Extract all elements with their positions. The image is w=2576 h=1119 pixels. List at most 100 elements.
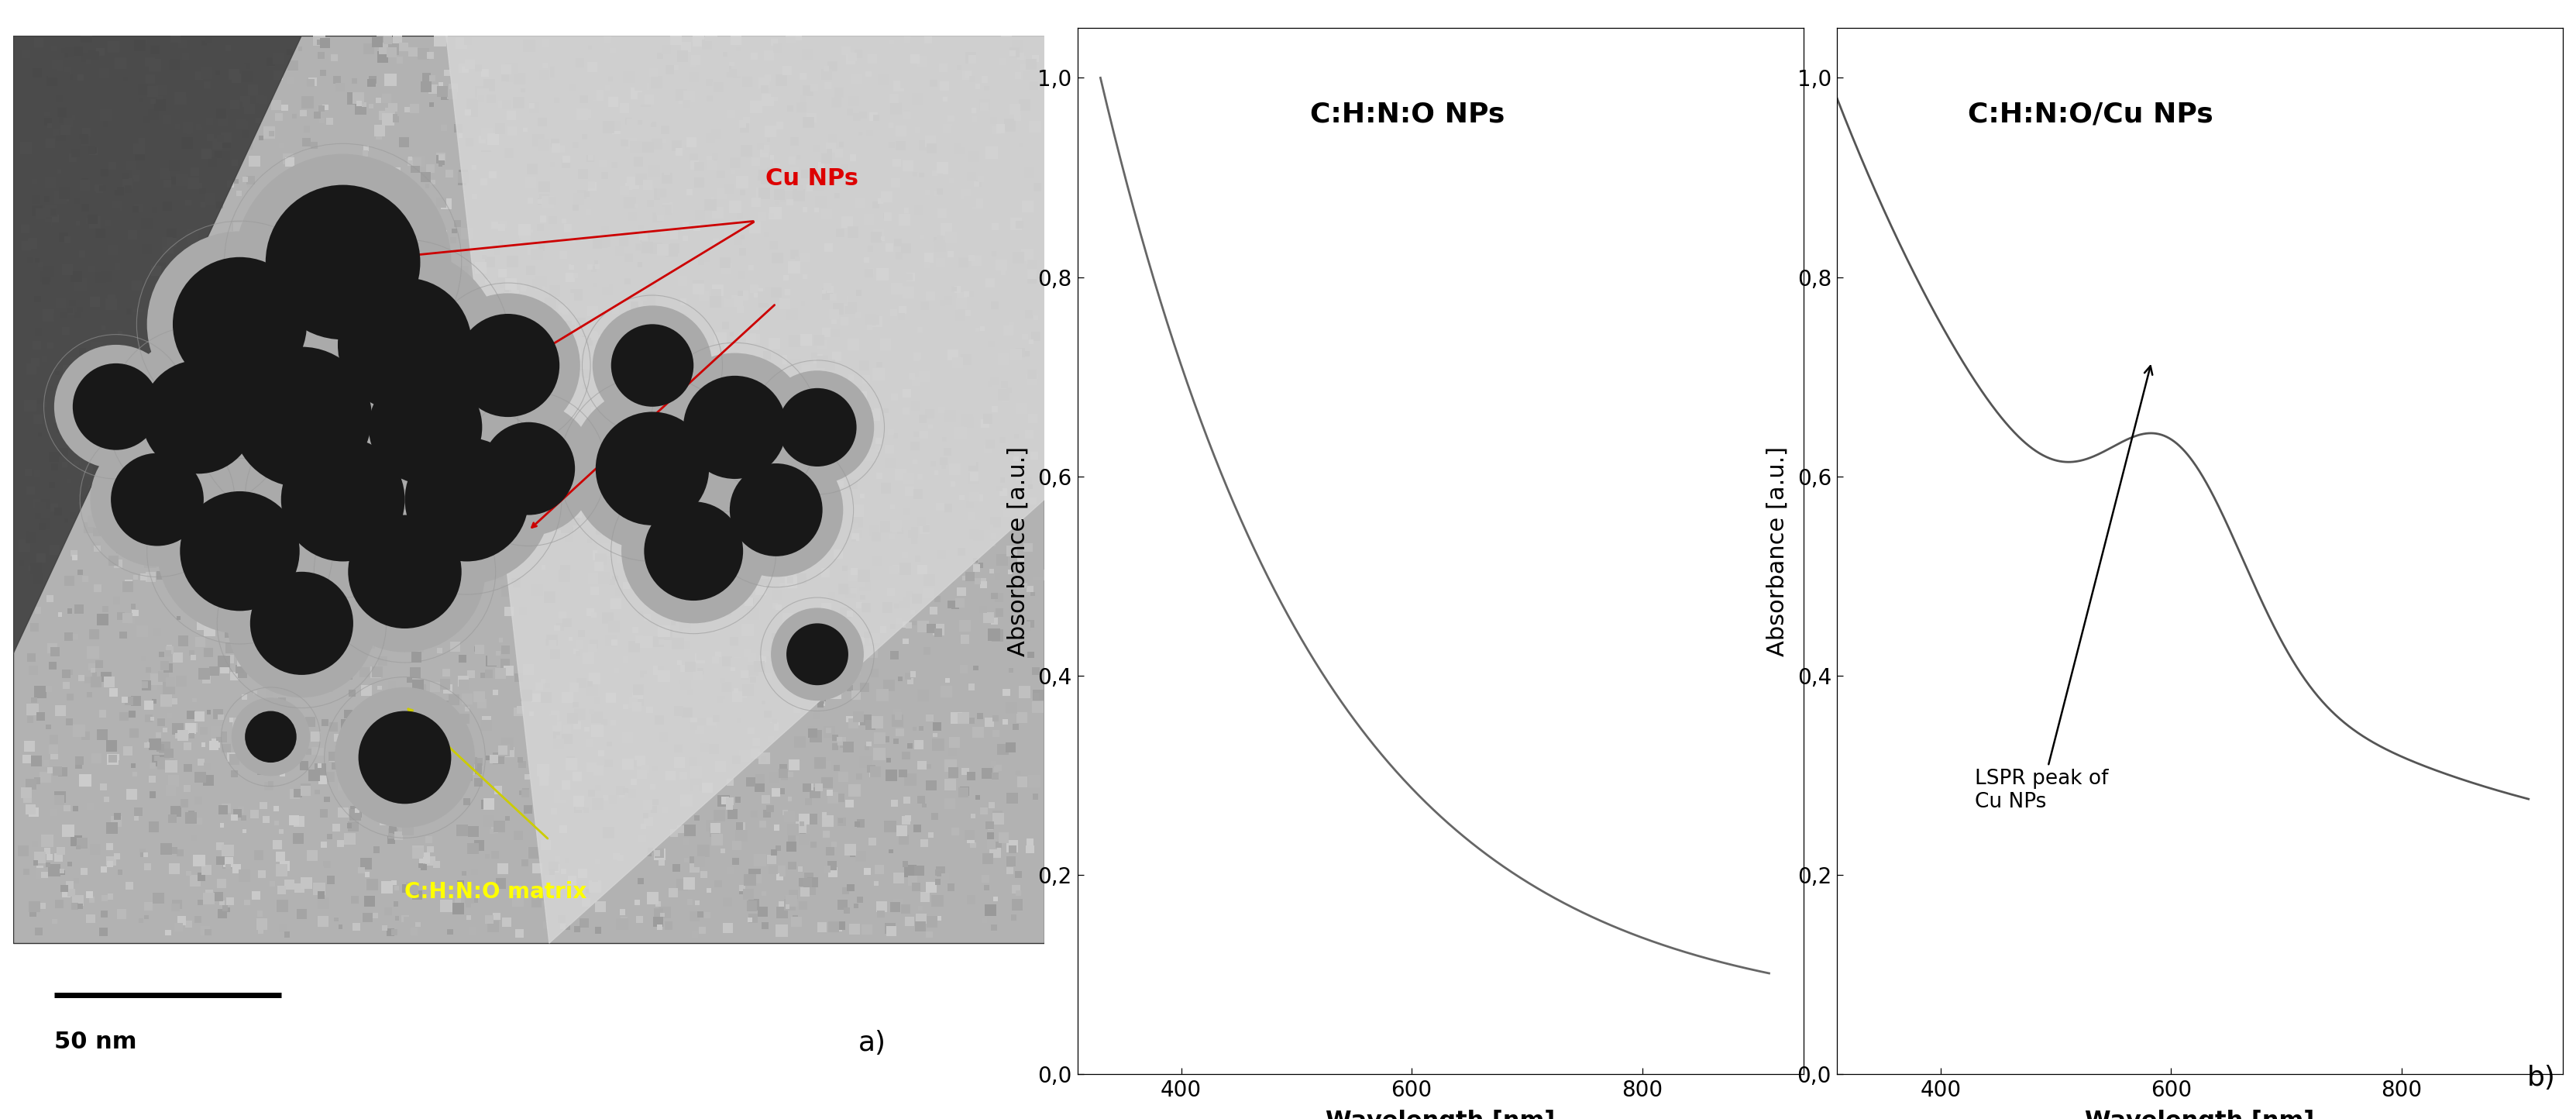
Bar (716, 761, 726, 772)
Bar (312, 312, 322, 323)
Bar (93, 486, 98, 491)
Bar (927, 424, 933, 429)
Bar (281, 736, 286, 743)
Bar (592, 283, 598, 288)
Bar (49, 386, 54, 391)
Bar (577, 106, 585, 115)
Bar (355, 103, 366, 114)
Bar (824, 617, 835, 629)
Bar (72, 895, 82, 906)
Bar (917, 761, 927, 770)
Bar (688, 73, 698, 82)
Bar (1023, 200, 1033, 213)
Bar (381, 179, 389, 186)
Bar (224, 627, 232, 634)
Bar (33, 295, 41, 302)
Bar (577, 630, 585, 637)
Bar (572, 261, 574, 265)
Bar (786, 895, 796, 906)
Bar (183, 743, 191, 750)
Bar (752, 333, 760, 344)
Bar (407, 454, 417, 464)
Bar (131, 610, 139, 617)
Bar (793, 706, 801, 713)
Bar (175, 831, 183, 840)
Bar (371, 667, 384, 678)
Bar (811, 841, 817, 847)
Bar (482, 329, 489, 338)
Bar (799, 414, 809, 424)
Bar (737, 474, 744, 481)
Bar (781, 560, 791, 570)
Bar (817, 340, 827, 349)
Bar (580, 919, 590, 928)
Bar (564, 321, 574, 332)
Bar (734, 345, 739, 350)
Bar (343, 354, 348, 359)
Bar (466, 85, 471, 91)
Bar (505, 148, 513, 158)
Bar (804, 798, 811, 806)
Bar (840, 318, 848, 326)
Bar (394, 695, 404, 706)
Bar (100, 479, 111, 488)
Bar (850, 539, 855, 545)
Bar (412, 208, 417, 213)
Bar (765, 50, 775, 60)
Bar (912, 537, 917, 544)
Bar (332, 824, 340, 831)
Bar (868, 526, 878, 536)
Bar (291, 694, 296, 699)
Bar (67, 862, 72, 866)
Bar (956, 326, 961, 331)
Bar (701, 871, 708, 878)
Bar (533, 461, 541, 468)
Bar (250, 490, 258, 497)
Bar (706, 133, 716, 143)
Bar (355, 101, 363, 106)
Bar (562, 156, 569, 162)
Bar (670, 34, 683, 45)
Bar (46, 123, 52, 128)
Bar (384, 575, 389, 581)
Bar (690, 160, 698, 169)
Bar (404, 812, 410, 817)
Bar (402, 915, 410, 922)
Bar (788, 824, 799, 835)
Bar (67, 308, 75, 314)
Bar (683, 838, 688, 845)
Bar (595, 529, 600, 535)
Bar (428, 787, 438, 797)
Bar (337, 807, 348, 818)
Bar (981, 76, 989, 83)
Bar (438, 153, 446, 160)
Bar (732, 692, 742, 702)
Bar (492, 556, 502, 566)
Bar (894, 238, 902, 246)
Bar (989, 376, 999, 385)
Bar (894, 81, 904, 92)
Bar (899, 770, 907, 778)
Bar (471, 194, 477, 199)
Bar (209, 386, 219, 397)
Bar (281, 758, 294, 768)
Bar (497, 745, 510, 756)
Bar (407, 452, 417, 461)
Bar (438, 83, 443, 87)
Bar (90, 753, 100, 763)
Bar (822, 761, 832, 770)
Bar (41, 356, 46, 361)
Bar (88, 515, 100, 527)
Bar (688, 138, 696, 147)
Bar (263, 242, 273, 253)
Bar (626, 177, 639, 189)
Bar (729, 158, 742, 169)
Bar (786, 576, 796, 589)
Bar (1028, 121, 1041, 133)
Bar (842, 46, 850, 55)
Bar (657, 426, 665, 435)
Bar (167, 509, 178, 517)
Bar (327, 875, 335, 884)
Bar (75, 845, 80, 849)
Bar (971, 843, 976, 848)
